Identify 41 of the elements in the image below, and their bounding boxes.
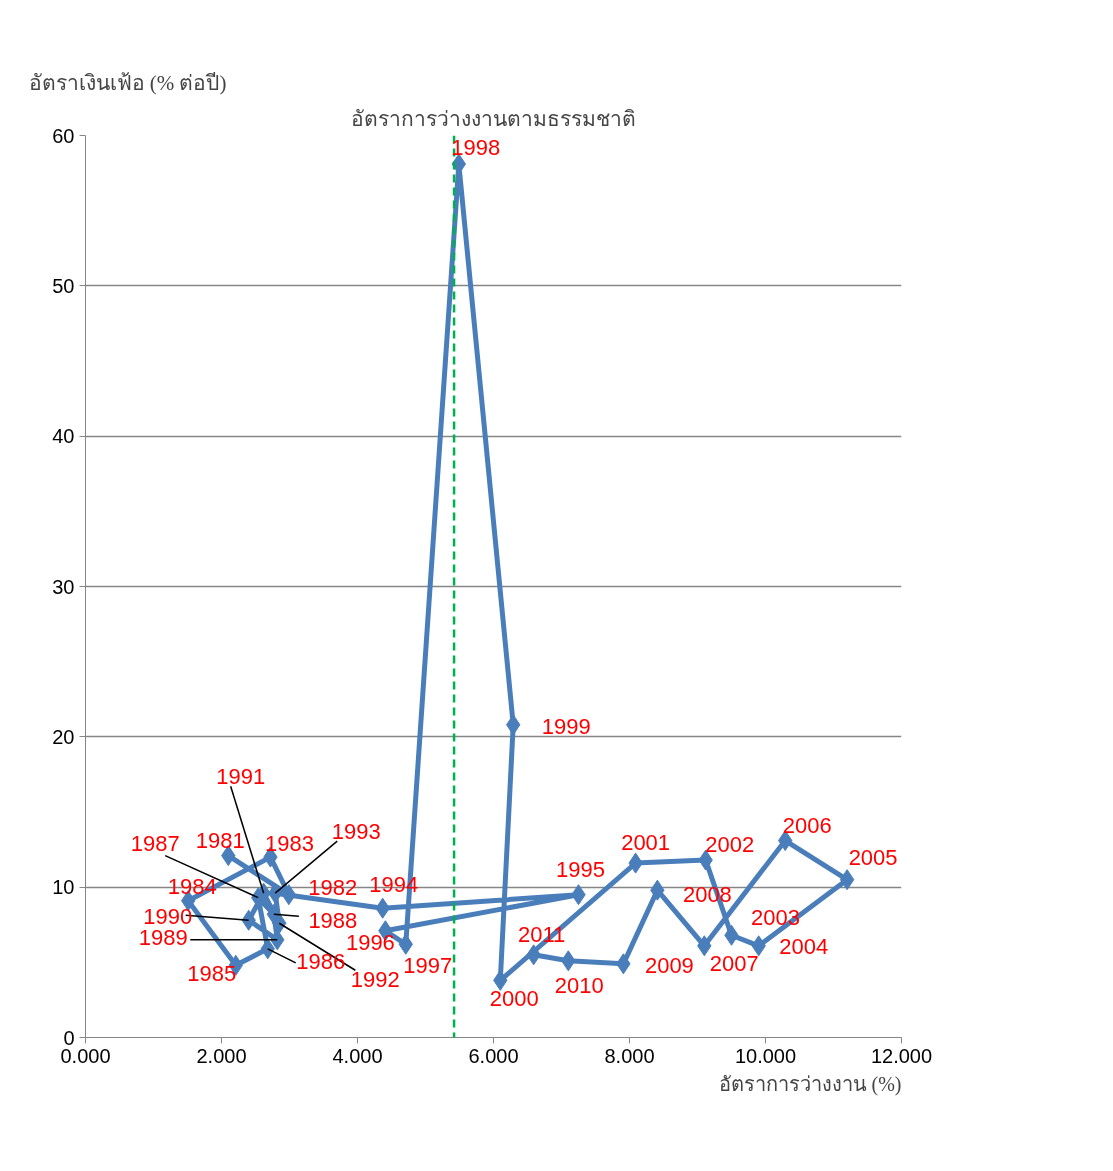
x-tick-label: 12.000 xyxy=(870,1044,933,1067)
annotation: 1999 xyxy=(541,714,591,740)
annotation: 1983 xyxy=(264,830,314,856)
x-tick-label: 2.000 xyxy=(196,1044,247,1067)
annotation: 1993 xyxy=(331,818,381,844)
annotation: 2000 xyxy=(489,985,539,1011)
ref-line-label: อัตราการว่างงานตามธรรมชาติ xyxy=(351,106,636,131)
annotation: 2002 xyxy=(705,831,755,857)
annotation: 2009 xyxy=(644,953,694,979)
x-tick-label: 6.000 xyxy=(468,1044,519,1067)
y-tick-label: 30 xyxy=(52,575,75,598)
annotation: 2004 xyxy=(779,934,829,960)
y-tick-label: 40 xyxy=(52,425,75,448)
annotation: 1985 xyxy=(187,960,237,986)
annotation: 2006 xyxy=(782,813,832,839)
annotation: 1987 xyxy=(130,831,180,857)
annotation: 1998 xyxy=(451,134,501,160)
annotation: 1996 xyxy=(345,930,395,956)
annotation: 1997 xyxy=(403,952,453,978)
y-tick-label: 20 xyxy=(52,725,75,748)
x-tick-label: 4.000 xyxy=(332,1044,383,1067)
x-tick-label: 10.000 xyxy=(734,1044,797,1067)
annotation: 2005 xyxy=(848,845,898,871)
y-tick-label: 50 xyxy=(52,274,75,297)
annotation: 1982 xyxy=(308,875,358,901)
y-axis-title: อัตราเงินเฟ้อ (% ต่อปี) xyxy=(28,70,227,95)
annotation: 1984 xyxy=(167,874,217,900)
point xyxy=(839,869,855,891)
annotation: 1981 xyxy=(195,828,245,854)
x-tick-label: 8.000 xyxy=(604,1044,655,1067)
annotation: 2010 xyxy=(554,973,604,999)
annotation: 2007 xyxy=(709,951,759,977)
x-axis-title: อัตราการว่างงาน (%) xyxy=(718,1072,902,1096)
annotation: 2001 xyxy=(621,829,671,855)
annotation: 1988 xyxy=(308,907,358,933)
annotation: 1986 xyxy=(296,949,346,975)
annotation: 1995 xyxy=(556,857,605,883)
annotation: 1991 xyxy=(216,763,266,789)
y-tick-label: 60 xyxy=(52,124,75,147)
annotation: 1992 xyxy=(350,966,400,992)
y-tick-label: 10 xyxy=(52,876,75,899)
